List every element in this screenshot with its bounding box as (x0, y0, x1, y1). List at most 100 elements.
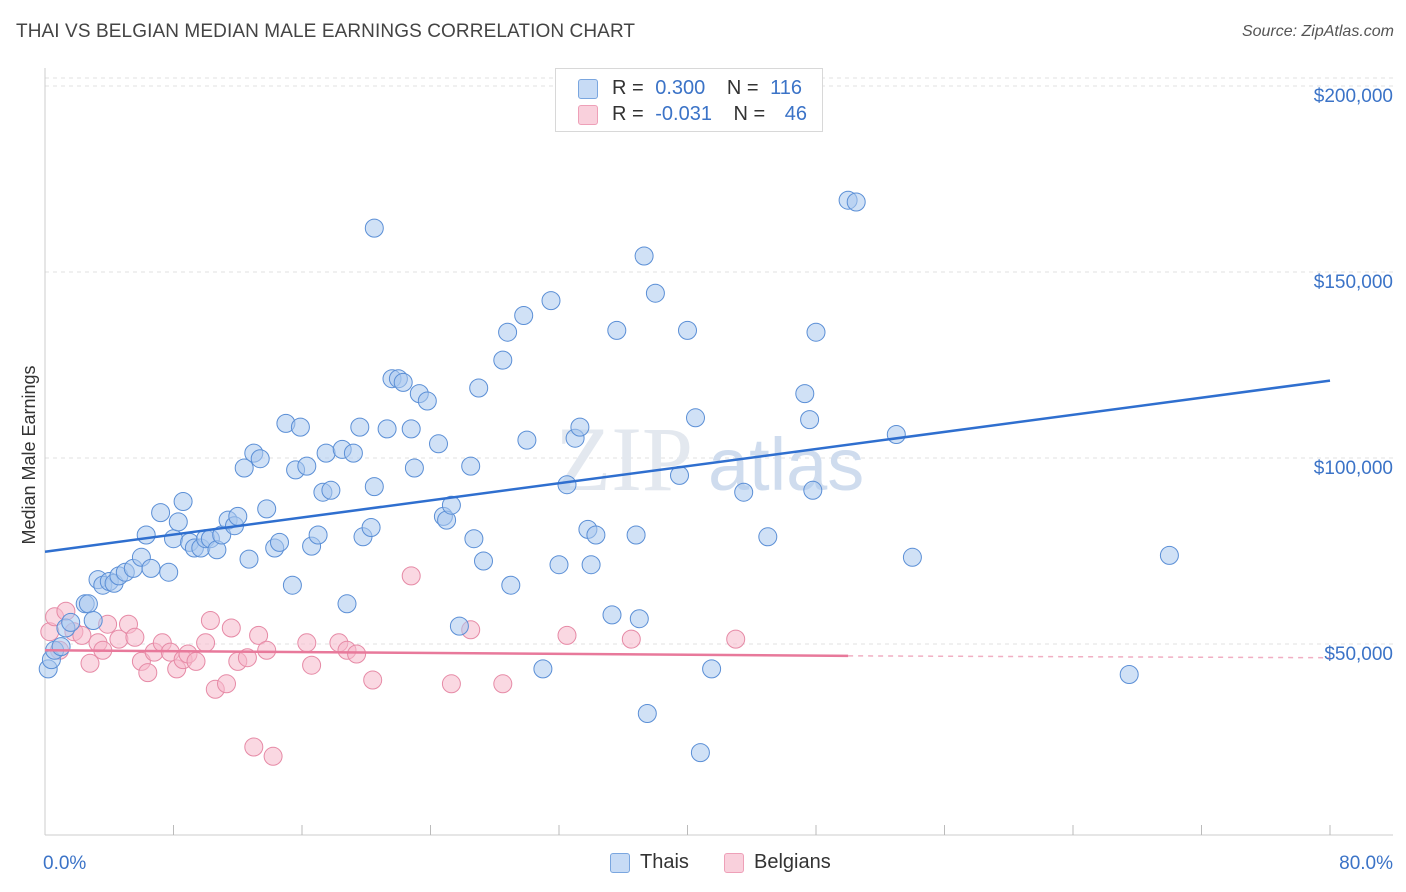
thais-point (282, 575, 302, 595)
trend-lines (44, 379, 1331, 659)
thais-point (803, 480, 823, 500)
thais-point (316, 443, 336, 463)
x-axis-max-label: 80.0% (1339, 853, 1393, 874)
chart-title: THAI VS BELGIAN MEDIAN MALE EARNINGS COR… (16, 21, 636, 42)
thais-point (404, 458, 424, 478)
belgians-point (244, 737, 264, 757)
thais-point (549, 555, 569, 575)
thais-points (38, 190, 1179, 763)
thais-point (1119, 665, 1139, 684)
belgians-point (401, 566, 421, 586)
thais-point (501, 575, 521, 595)
belgians-point (249, 625, 269, 645)
thais-point (136, 525, 156, 545)
thais-legend-label: Thais (640, 851, 689, 873)
thais-point (686, 408, 705, 428)
legend-r-value: -0.031 (655, 103, 712, 125)
watermark: ZIP atlas (555, 408, 864, 510)
thais-point (626, 525, 646, 545)
belgians-point (196, 633, 216, 653)
thais-point (533, 659, 553, 679)
belgians-point (217, 674, 236, 694)
y-tick-label: $150,000 (1314, 272, 1393, 293)
thais-point (678, 320, 697, 340)
thais-point (557, 475, 577, 495)
legend-n-value: 46 (784, 103, 808, 125)
belgians-point (557, 625, 577, 645)
belgians-point (347, 644, 367, 664)
thais-point (159, 562, 179, 582)
thais-trend-line (44, 379, 1331, 553)
belgians-point (297, 633, 317, 653)
thais-point (449, 616, 469, 636)
thais-point (164, 529, 183, 549)
legend-r-label: R = (612, 77, 644, 99)
thais-point (469, 378, 489, 398)
belgians-point (621, 629, 641, 649)
thais-point (702, 659, 722, 679)
thais-point (78, 594, 98, 614)
thais-point (239, 549, 259, 569)
belgians-point (302, 655, 322, 675)
y-axis-label: Median Male Earnings (19, 365, 39, 544)
thais-point (257, 499, 277, 519)
axes: $50,000 $100,000 $150,000 $200,000 (44, 68, 1393, 836)
watermark-atlas: atlas (708, 423, 864, 506)
thais-point (234, 458, 254, 478)
thais-point (570, 417, 590, 437)
thais-point (734, 482, 754, 502)
thais-point (270, 532, 289, 552)
belgians-swatch (578, 105, 598, 125)
thais-point (634, 246, 654, 266)
thais-point (541, 291, 561, 311)
legend-n-label: N = (726, 77, 759, 99)
thais-point (364, 477, 384, 497)
thais-point (758, 527, 778, 547)
thais-point (886, 425, 906, 444)
belgians-point (726, 629, 746, 649)
chart-source: Source: ZipAtlas.com (1241, 23, 1394, 40)
y-tick-label: $200,000 (1314, 86, 1393, 107)
belgians-point (125, 627, 145, 647)
thais-point (308, 525, 328, 545)
belgians-legend-label: Belgians (754, 851, 831, 873)
legend-n-value: 116 (770, 77, 803, 99)
belgians-point (237, 648, 257, 668)
thais-point (846, 192, 866, 212)
thais-point (629, 609, 649, 629)
belgians-point (72, 625, 92, 645)
belgians-point (80, 653, 100, 673)
belgians-legend-swatch (724, 853, 744, 873)
belgians-points (40, 566, 746, 766)
thais-point (151, 503, 171, 523)
thais-point (607, 320, 627, 340)
thais-point (337, 594, 357, 614)
thais-legend-swatch (610, 853, 630, 873)
thais-point (1159, 545, 1179, 565)
thais-point (441, 495, 461, 515)
belgians-point (493, 674, 513, 694)
thais-point (602, 605, 622, 625)
thais-point (806, 322, 826, 342)
belgians-point (263, 746, 283, 766)
thais-point (586, 525, 606, 545)
thais-point (902, 547, 922, 567)
thais-point (290, 417, 310, 437)
thais-point (51, 637, 71, 657)
y-tick-label: $50,000 (1324, 644, 1393, 665)
thais-point (83, 611, 103, 630)
thais-point (795, 384, 815, 404)
thais-point (517, 430, 537, 450)
y-tick-label: $100,000 (1314, 458, 1393, 479)
thais-point (637, 704, 657, 723)
thais-point (645, 283, 665, 303)
correlation-legend: R = 0.300 N = 116 R = -0.031 N = 46 (555, 68, 823, 132)
belgians-point (186, 651, 206, 671)
belgians-point (257, 640, 277, 660)
thais-point (228, 506, 248, 526)
axis-labels: Median Male Earnings 0.0% 80.0% (19, 365, 1393, 874)
belgians-point (138, 663, 158, 683)
thais-point (141, 558, 161, 578)
thais-point (168, 512, 188, 532)
